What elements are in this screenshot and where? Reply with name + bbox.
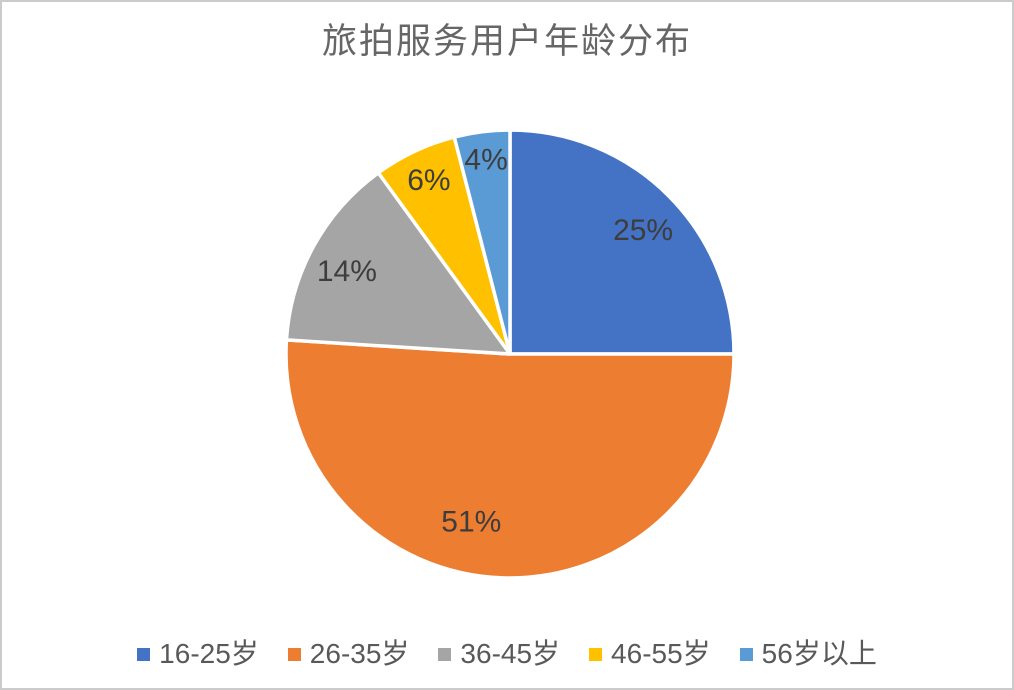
legend-item-16-25岁[interactable]: 16-25岁 (137, 639, 259, 669)
pie-slice-16-25岁[interactable] (508, 128, 736, 356)
legend-label: 26-35岁 (309, 638, 410, 669)
pie-slice-56岁以上[interactable] (452, 128, 512, 356)
slice-label: 14% (317, 255, 377, 288)
legend-label: 56岁以上 (761, 638, 877, 669)
slice-label: 51% (441, 506, 501, 539)
pie-slice-36-45岁[interactable] (284, 171, 512, 356)
legend-swatch-icon (287, 647, 301, 661)
legend-label: 36-45岁 (460, 638, 561, 669)
pie-chart: 25% 51% 14% 6% 4% (284, 128, 736, 580)
pie-slice-26-35岁[interactable] (284, 338, 736, 580)
legend-item-46-55岁[interactable]: 46-55岁 (589, 639, 711, 669)
legend-swatch-icon (739, 647, 753, 661)
legend-swatch-icon (589, 647, 603, 661)
legend-label: 16-25岁 (159, 638, 259, 669)
legend-item-56岁以上[interactable]: 56岁以上 (739, 638, 877, 669)
legend-item-36-45岁[interactable]: 36-45岁 (438, 639, 560, 669)
legend-swatch-icon (438, 647, 452, 661)
chart-legend: 16-25岁 26-35岁 36-45岁 46-55岁 56岁以上 (2, 639, 1012, 669)
slice-label: 6% (407, 164, 450, 197)
chart-title: 旅拍服务用户年龄分布 (321, 22, 692, 61)
slice-label: 4% (464, 144, 507, 177)
legend-label: 46-55岁 (611, 638, 711, 669)
slice-label: 25% (613, 214, 673, 247)
legend-swatch-icon (137, 647, 151, 661)
legend-item-26-35岁[interactable]: 26-35岁 (287, 638, 410, 669)
